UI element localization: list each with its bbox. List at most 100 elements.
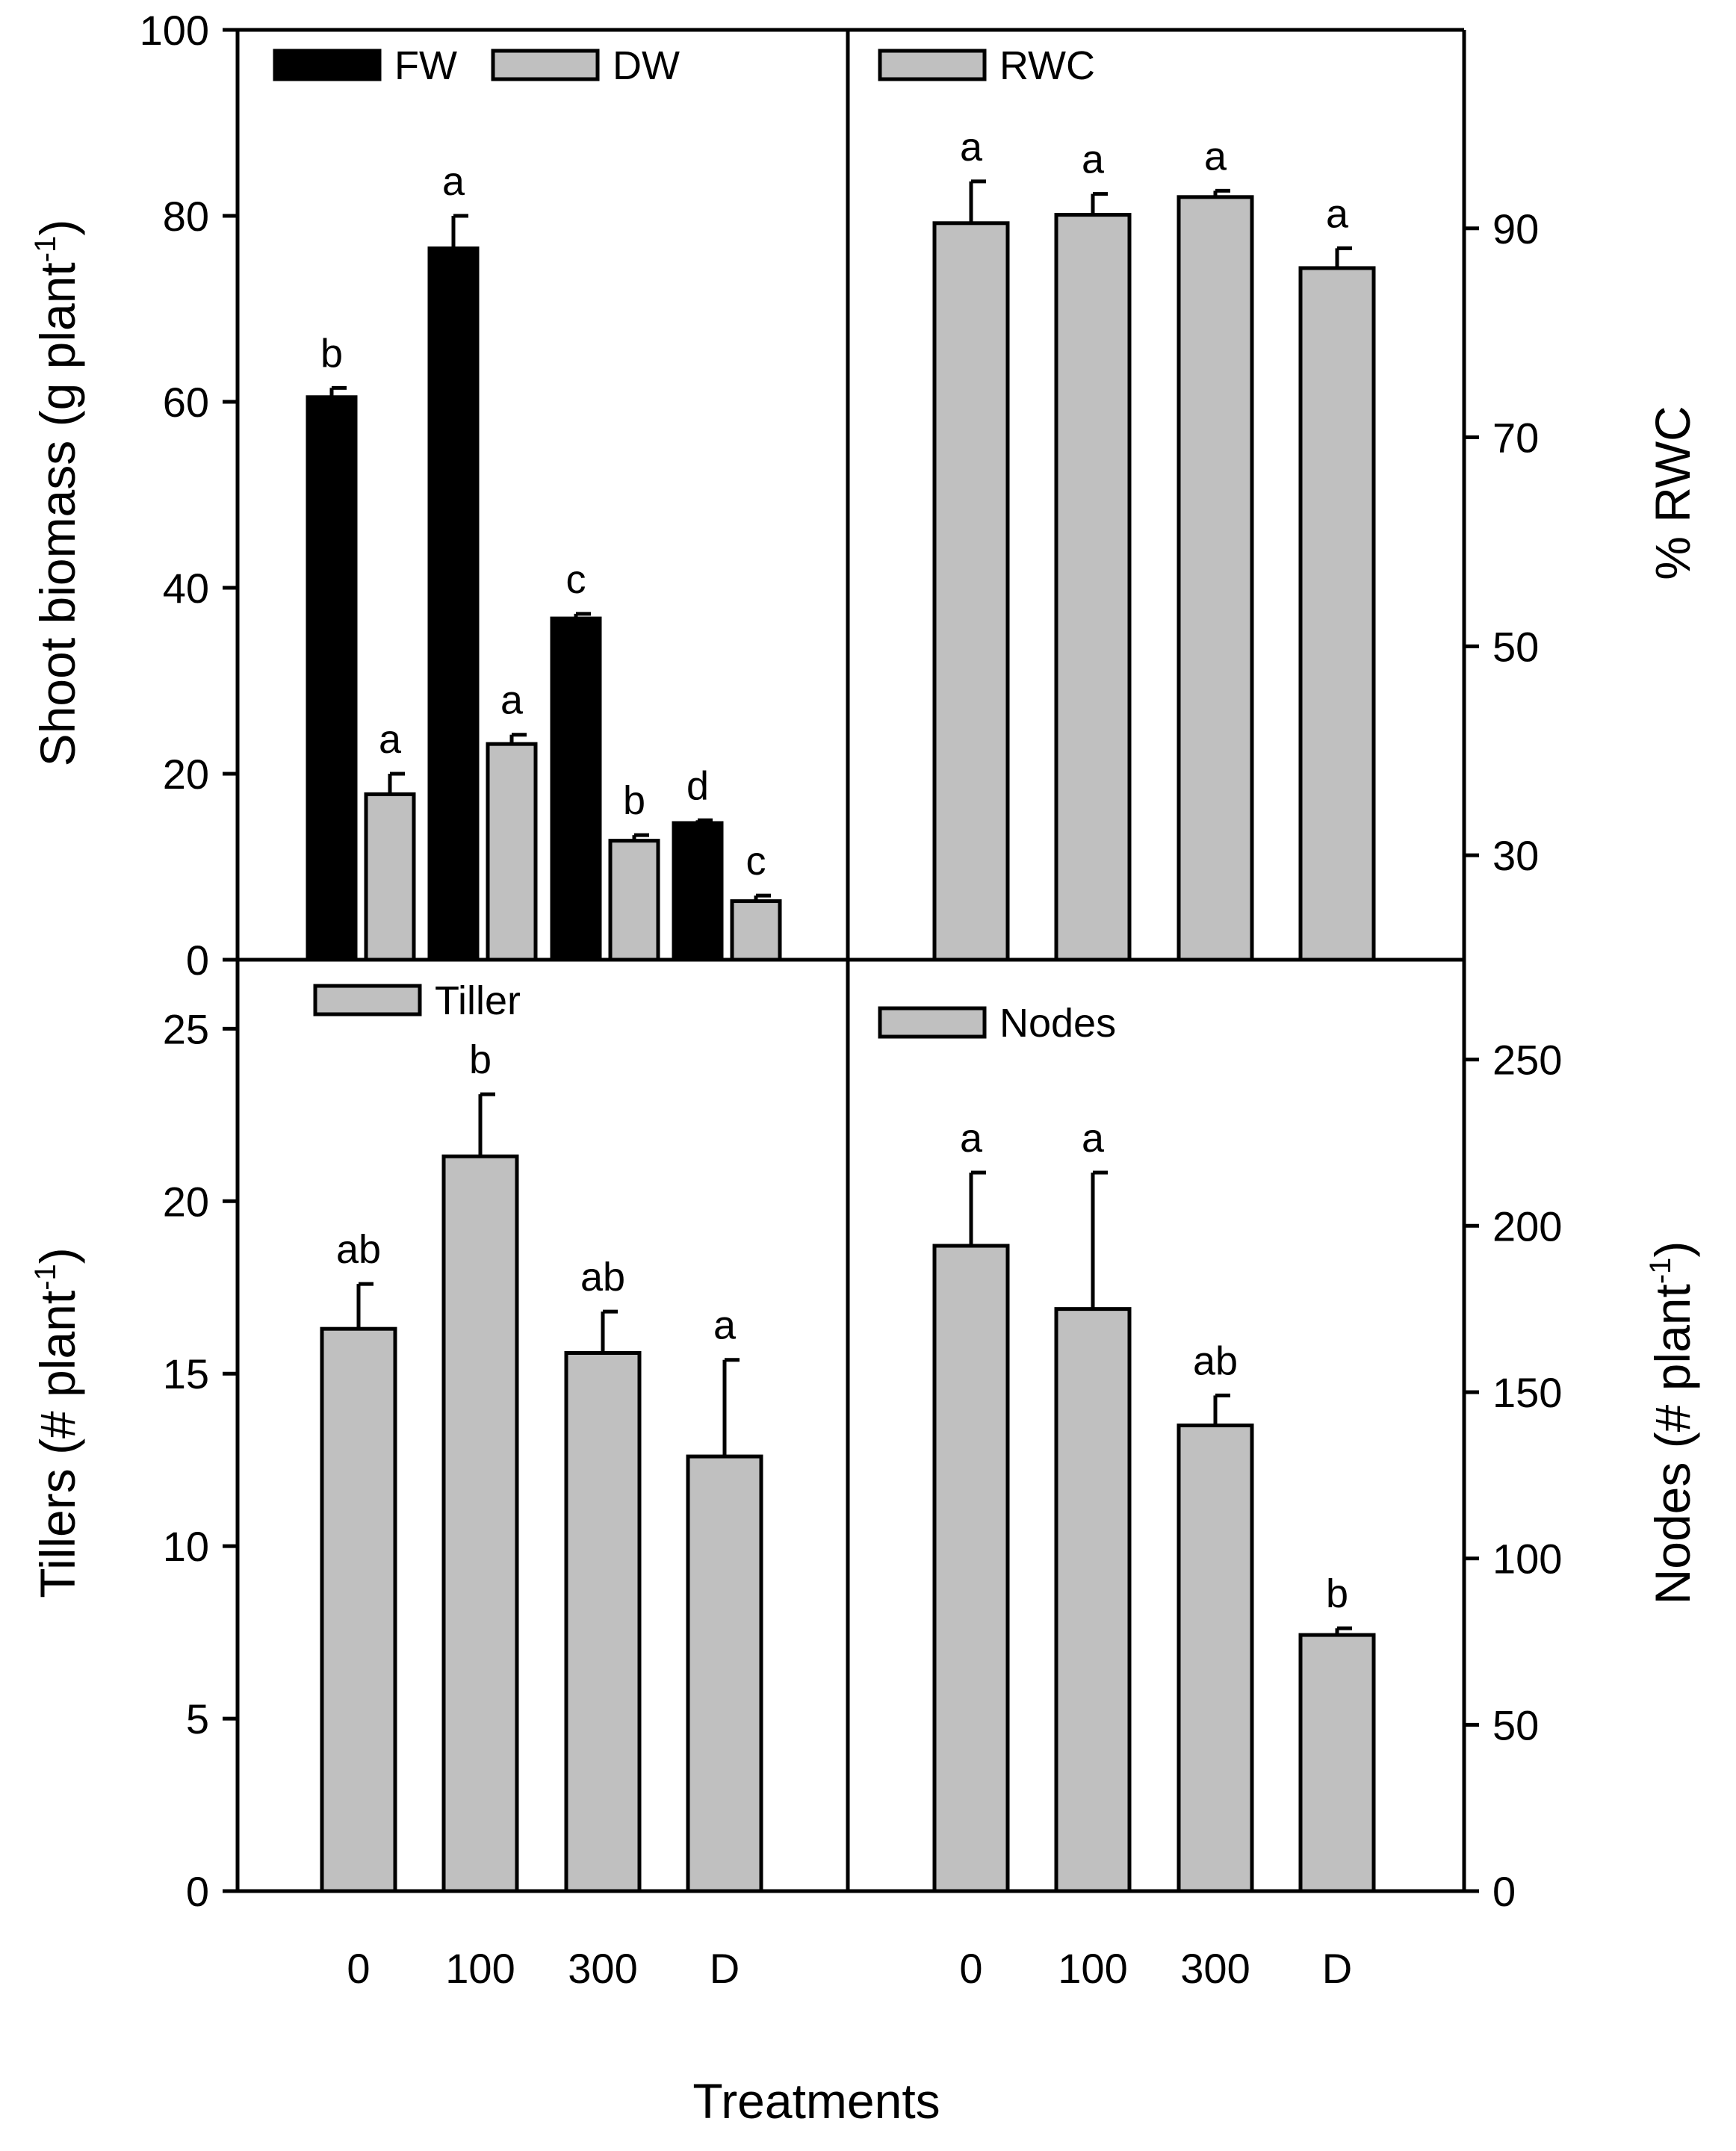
- bar-biomass-dw-D: [730, 899, 782, 962]
- y-axis-title-close: ): [30, 1247, 85, 1264]
- significance-letter: a: [500, 678, 524, 723]
- y-tick-label: 20: [163, 751, 209, 798]
- bar-tillers-tiller-100: [441, 1154, 519, 1893]
- bar-biomass-dw-0: [364, 792, 416, 962]
- y-tick-label: 50: [1492, 1701, 1539, 1748]
- x-tick-label: D: [710, 1945, 740, 1992]
- y-tick-label: 100: [140, 7, 209, 54]
- significance-letter: a: [960, 1116, 983, 1161]
- significance-letter: a: [1326, 191, 1349, 236]
- bar-tillers-tiller-0: [320, 1326, 397, 1893]
- bar-rwc-rwc-0: [932, 221, 1010, 962]
- y-axis-title-superscript: -1: [29, 236, 62, 263]
- bar-biomass-fw-D: [672, 821, 724, 962]
- y-axis-title-close: ): [30, 220, 85, 236]
- significance-letter: c: [566, 557, 586, 602]
- bar-rwc-rwc-D: [1298, 266, 1376, 962]
- y-tick-label: 0: [186, 937, 209, 984]
- bar-tillers-tiller-D: [686, 1454, 763, 1893]
- y-tick-label: 70: [1492, 415, 1539, 462]
- y-tick-label: 15: [163, 1350, 209, 1397]
- significance-letter: c: [746, 839, 766, 884]
- x-tick-label: 0: [959, 1945, 982, 1992]
- y-tick-label: 10: [163, 1523, 209, 1570]
- bar-biomass-dw-100: [486, 742, 538, 962]
- y-tick-label: 25: [163, 1005, 209, 1052]
- significance-letter: ab: [580, 1255, 625, 1300]
- significance-letter: b: [320, 331, 343, 376]
- y-axis-title-text: Nodes (# plant: [1645, 1284, 1700, 1604]
- x-tick-label: 100: [445, 1945, 515, 1992]
- bar-rwc-rwc-300: [1177, 195, 1254, 962]
- y-tick-label: 5: [186, 1695, 209, 1742]
- bar-nodes-nodes-300: [1177, 1424, 1254, 1893]
- chart-panel-nodes: 0 50 100 150 200 250 Nodes (# plant-1) a a ab b Nod…: [848, 1001, 1700, 1992]
- legend-label-rwc: RWC: [999, 43, 1095, 88]
- y-tick-label: 200: [1492, 1202, 1562, 1250]
- significance-letter: ab: [336, 1227, 381, 1272]
- bar-nodes-nodes-0: [932, 1244, 1010, 1893]
- bar-nodes-nodes-D: [1298, 1633, 1376, 1893]
- significance-letter: a: [442, 159, 465, 204]
- y-axis-title-superscript: -1: [29, 1264, 62, 1291]
- bar-biomass-dw-300: [608, 839, 660, 962]
- x-axis-title: Treatments: [692, 2073, 940, 2129]
- y-axis-title-text: Tillers (# plant: [30, 1291, 85, 1598]
- legend-label-dw: DW: [613, 43, 680, 88]
- y-tick-label: 60: [163, 379, 209, 426]
- x-tick-label: 100: [1058, 1945, 1127, 1992]
- y-axis-title: Nodes (# plant-1): [1644, 1241, 1700, 1605]
- significance-letter: b: [469, 1037, 492, 1082]
- y-tick-label: 30: [1492, 832, 1539, 879]
- y-tick-label: 90: [1492, 205, 1539, 252]
- significance-letter: a: [1082, 137, 1105, 182]
- significance-letter: b: [623, 778, 645, 823]
- bar-biomass-fw-300: [550, 616, 602, 962]
- y-axis-title: % RWC: [1645, 406, 1700, 580]
- y-tick-label: 80: [163, 193, 209, 240]
- significance-letter: a: [1204, 134, 1227, 179]
- bar-nodes-nodes-100: [1054, 1307, 1132, 1893]
- chart-panel-rwc: 30 50 70 90 % RWC a a a a RWC: [848, 43, 1700, 962]
- y-tick-label: 50: [1492, 623, 1539, 670]
- x-tick-label: 300: [1180, 1945, 1250, 1992]
- chart-panel-biomass: 0 20 40 60 80 100 Shoot biomass (g plant-1) b a c…: [29, 7, 848, 984]
- significance-letter: a: [960, 125, 983, 170]
- y-tick-label: 20: [163, 1178, 209, 1225]
- y-tick-label: 40: [163, 565, 209, 612]
- bar-biomass-fw-0: [306, 395, 358, 962]
- x-tick-label: 300: [568, 1945, 637, 1992]
- legend-label-fw: FW: [394, 43, 457, 88]
- y-axis-title-text: % RWC: [1645, 406, 1700, 580]
- legend-label-tiller: Tiller: [435, 978, 521, 1023]
- y-axis-title-superscript: -1: [1644, 1258, 1677, 1285]
- significance-letter: d: [686, 763, 709, 808]
- legend-swatch-dw: [491, 49, 600, 81]
- significance-letter: ab: [1193, 1338, 1238, 1383]
- significance-letter: a: [1082, 1116, 1105, 1161]
- chart-panel-tillers: 0 5 10 15 20 25 Tillers (# plant-1) ab b ab a Tille…: [29, 978, 848, 1992]
- y-tick-label: 250: [1492, 1037, 1562, 1084]
- y-tick-label: 0: [186, 1868, 209, 1915]
- y-tick-label: 0: [1492, 1868, 1516, 1915]
- legend-swatch-rwc: [878, 49, 987, 81]
- legend-swatch-nodes: [878, 1006, 987, 1039]
- significance-letter: b: [1326, 1571, 1348, 1616]
- y-axis-title-text: Shoot biomass (g plant: [30, 262, 85, 766]
- y-tick-label: 100: [1492, 1536, 1562, 1583]
- y-tick-label: 150: [1492, 1369, 1562, 1416]
- x-tick-label: D: [1322, 1945, 1352, 1992]
- y-axis-title: Tillers (# plant-1): [29, 1247, 85, 1598]
- x-tick-label: 0: [347, 1945, 370, 1992]
- y-axis-title: Shoot biomass (g plant-1): [29, 220, 85, 767]
- bar-tillers-tiller-300: [564, 1351, 642, 1893]
- y-axis-title-close: ): [1645, 1241, 1700, 1258]
- legend-label-nodes: Nodes: [999, 1001, 1116, 1046]
- bar-biomass-fw-100: [427, 246, 480, 962]
- significance-letter: a: [379, 717, 402, 762]
- legend-swatch-fw: [273, 49, 382, 81]
- legend-swatch-tiller: [313, 984, 422, 1016]
- bar-rwc-rwc-100: [1054, 213, 1132, 962]
- significance-letter: a: [713, 1303, 737, 1348]
